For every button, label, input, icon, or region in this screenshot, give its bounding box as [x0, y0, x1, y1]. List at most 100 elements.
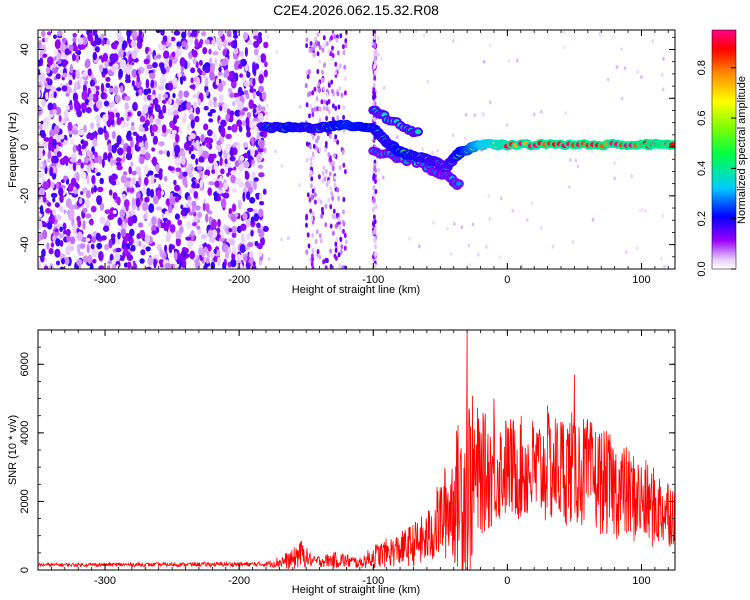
spectrogram-cell	[124, 95, 131, 101]
spectrogram-cell	[418, 244, 421, 249]
spectrogram-cell	[260, 53, 267, 63]
spectrogram-cell	[322, 62, 326, 68]
spectrogram-cell	[316, 51, 320, 57]
spectrogram-cell	[257, 164, 263, 169]
spectrogram-cell	[311, 112, 315, 117]
spectrogram-cell	[327, 197, 331, 203]
spectrogram-cell	[651, 39, 654, 44]
spectrogram-cell	[215, 37, 222, 46]
spectrogram-cell	[134, 32, 138, 39]
spectrogram-cell	[177, 72, 183, 78]
spectrogram-cell	[613, 176, 616, 181]
spectrogram-cell	[314, 36, 317, 42]
spectrogram-cell	[162, 93, 169, 99]
spectrogram-cell	[208, 99, 213, 108]
spectrogram-cell	[110, 213, 115, 220]
spectrogram-cell	[198, 59, 203, 66]
spectrogram-cell	[311, 265, 315, 269]
spectrogram-cell	[72, 162, 77, 172]
spectrogram-cell	[44, 36, 49, 43]
spectrogram-cell	[258, 85, 265, 93]
spectrogram-cell	[128, 166, 133, 175]
spectrogram-cell	[334, 61, 338, 67]
spectrogram-cell	[234, 109, 241, 117]
spectrogram-cell	[172, 192, 179, 197]
spectrogram-cell	[239, 50, 244, 57]
spectrogram-cell	[309, 47, 313, 53]
spectrogram-cell	[253, 177, 259, 182]
spectrogram-cell	[192, 57, 197, 65]
spectrogram-cell	[310, 215, 314, 221]
spectrogram-cell	[38, 72, 46, 83]
spectrogram-cell	[61, 85, 68, 92]
spectrogram-cell	[156, 54, 162, 59]
spectrogram-cell	[453, 221, 456, 226]
spectrogram-cell	[131, 197, 135, 206]
spectrogram-cell	[340, 92, 344, 98]
spectrogram-cell	[339, 227, 343, 232]
spectrogram-cell	[455, 181, 462, 187]
spectrogram-cell	[318, 59, 322, 64]
spectrogram-cell	[163, 222, 169, 232]
spectrogram-cell	[207, 129, 213, 137]
spectrogram-cell	[222, 49, 227, 57]
spectrogram-cell	[188, 188, 196, 194]
spectrogram-cell	[265, 116, 269, 121]
spectrogram-cell	[258, 139, 265, 149]
spectrogram-cell	[251, 148, 255, 157]
spectrogram-cell	[233, 92, 240, 98]
spectrogram-cell	[227, 247, 232, 255]
spectrogram-cell	[195, 106, 201, 115]
spectrogram-cell	[135, 191, 141, 200]
spectrogram-cell	[167, 82, 174, 91]
spectrogram-cell	[198, 70, 203, 76]
spectrogram-cell	[316, 31, 320, 37]
spectrogram-cell	[321, 206, 324, 212]
spectrogram-cell	[208, 48, 212, 55]
spectrogram-cell	[252, 77, 256, 87]
spectrogram-cell	[230, 174, 236, 184]
colorbar-gradient	[711, 29, 737, 270]
spectrogram-cell	[255, 193, 260, 200]
spectrogram-cell	[243, 90, 249, 95]
spectrogram-cell	[258, 208, 264, 218]
spectrogram-cell	[90, 86, 96, 92]
spectrogram-cell	[169, 224, 176, 233]
spectrogram-cell	[119, 59, 127, 70]
spectrogram-cell	[230, 170, 237, 176]
spectrogram-cell	[84, 213, 92, 219]
spectrogram-cell	[194, 115, 199, 123]
spectrogram-cell	[181, 150, 186, 159]
spectrogram-cell	[243, 160, 250, 169]
spectrogram-cell	[38, 232, 42, 242]
spectrogram-cell	[40, 30, 46, 38]
spectrogram-cell	[152, 135, 159, 145]
spectrogram-cell	[341, 149, 345, 155]
spectrogram-cell	[88, 100, 94, 108]
spectrogram-cell	[256, 155, 262, 164]
spectrogram-cell	[373, 263, 376, 268]
spectrogram-cell	[110, 233, 116, 239]
spectrogram-cell	[460, 225, 464, 230]
spectrogram-cell	[49, 129, 56, 137]
spectrogram-cell	[42, 196, 47, 203]
spectrogram-cell	[175, 237, 181, 247]
spectrogram-cell	[263, 69, 268, 78]
spectrogram-cell	[52, 67, 58, 74]
spectrogram-cell	[245, 219, 251, 228]
spectrogram-cell	[157, 42, 163, 51]
spectrogram-cell	[322, 105, 326, 111]
spectrogram-cell	[130, 126, 135, 131]
spectrogram-cell	[485, 245, 488, 249]
spectrogram-cell	[196, 165, 203, 171]
spectrogram-cell	[108, 239, 113, 249]
spectrogram-cell	[219, 105, 223, 112]
spectrogram-cell	[105, 76, 111, 82]
spectrogram-cell	[124, 109, 128, 119]
spectrogram-cell	[63, 109, 69, 119]
spectrogram-cell	[80, 171, 87, 180]
spectrogram-cell	[92, 258, 97, 264]
spectrogram-cell	[214, 58, 218, 66]
